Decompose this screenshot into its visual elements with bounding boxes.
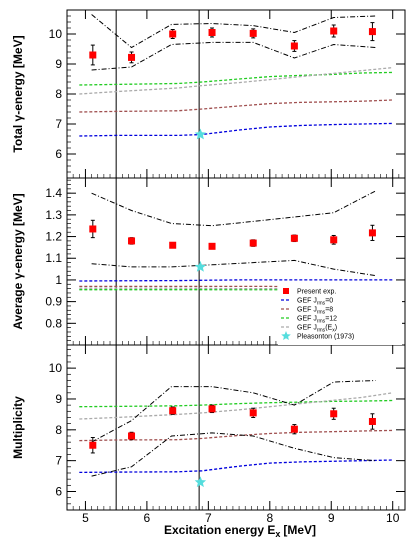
y-tick-label: 1 [55, 273, 62, 287]
data-point [249, 29, 257, 37]
series-line-2 [79, 99, 393, 113]
series-line-1 [79, 122, 393, 137]
data-point [290, 425, 298, 433]
y-tick-label: 1.3 [45, 208, 62, 222]
x-tick-label: 6 [144, 511, 151, 525]
data-point [208, 405, 216, 413]
pleasonton-point [194, 128, 207, 140]
y-tick-label: 1.2 [45, 230, 62, 244]
y-tick-label: 6 [55, 147, 62, 161]
data-point [169, 407, 177, 415]
y-tick-label: 8 [55, 87, 62, 101]
y-tick-label: 10 [49, 361, 63, 375]
x-tick-label: 9 [328, 511, 335, 525]
series-line-4 [79, 66, 393, 95]
panels-layer: 6 7 8 9 10 Total γ-energy [MeV] 0.8 0.9 1 1.1 1.2 1… [11, 9, 406, 511]
data-point [89, 225, 97, 233]
data-point [169, 30, 177, 38]
y-tick-label: 0.8 [45, 316, 62, 330]
y-tick-label: 1.4 [45, 186, 62, 200]
data-point [89, 441, 97, 449]
data-point [290, 234, 298, 242]
legend-star [281, 331, 291, 340]
data-point [128, 53, 136, 61]
y-axis-title: Multiplicity [11, 396, 25, 459]
y-axis-title: Average γ-energy [MeV] [11, 193, 25, 329]
data-point [368, 417, 376, 425]
x-tick-label: 5 [82, 511, 89, 525]
data-point [368, 229, 376, 237]
series-line-1 [79, 459, 393, 474]
data-point [330, 236, 338, 244]
data-point [249, 409, 257, 417]
series-line-1 [79, 279, 393, 282]
legend-label: GEF Jrms=8 [297, 307, 333, 316]
legend-label: GEF Jrms(Ex) [297, 325, 337, 334]
y-axis-title: Total γ-energy [MeV] [11, 35, 25, 152]
series-line-3 [79, 71, 393, 86]
band-lower-line [91, 259, 376, 277]
data-point [330, 410, 338, 418]
x-tick-label: 7 [205, 511, 212, 525]
series-line-2 [79, 429, 393, 442]
x-axis-title: Excitation energy Ex [MeV] [164, 523, 316, 538]
data-point [208, 29, 216, 36]
data-point [249, 239, 257, 247]
band-lower-line [91, 41, 376, 71]
data-point [208, 242, 216, 250]
y-tick-label: 1.1 [45, 251, 62, 265]
y-tick-label: 6 [55, 484, 62, 498]
legend-box [278, 285, 402, 345]
panel-total: 6 7 8 9 10 Total γ-energy [MeV] [11, 9, 406, 179]
pleasonton-point [194, 260, 207, 272]
x-tick-label: 8 [266, 511, 273, 525]
y-tick-label: 9 [55, 57, 62, 71]
band-upper-line [91, 380, 376, 443]
x-tick-label: 10 [386, 511, 400, 525]
band-upper-line [91, 190, 376, 227]
legend-label: GEF Jrms=0 [297, 298, 333, 307]
y-tick-label: 7 [55, 117, 62, 131]
panel-multiplicity: 6 7 8 9 10 Multiplicity [11, 344, 406, 511]
data-point [89, 51, 97, 59]
y-tick-label: 10 [49, 27, 63, 41]
data-point [128, 237, 136, 245]
data-point [128, 432, 136, 440]
data-point [290, 42, 298, 50]
panel-frame [66, 9, 406, 179]
legend-label: GEF Jrms=12 [297, 316, 337, 325]
data-point [330, 27, 338, 35]
x-axis: 5 6 7 8 9 10 [82, 511, 400, 525]
y-tick-label: 9 [55, 392, 62, 406]
pleasonton-point [194, 476, 207, 488]
y-tick-label: 8 [55, 423, 62, 437]
y-tick-label: 0.9 [45, 295, 62, 309]
data-point [368, 28, 376, 36]
legend-label: Pleasonton (1973) [297, 334, 354, 341]
band-lower-line [91, 432, 376, 477]
y-tick-label: 7 [55, 454, 62, 468]
series-line-3 [79, 399, 393, 408]
panel-frame [66, 344, 406, 511]
data-point [169, 241, 177, 249]
legend-marker [283, 288, 289, 294]
legend-label: Present exp. [297, 289, 336, 296]
